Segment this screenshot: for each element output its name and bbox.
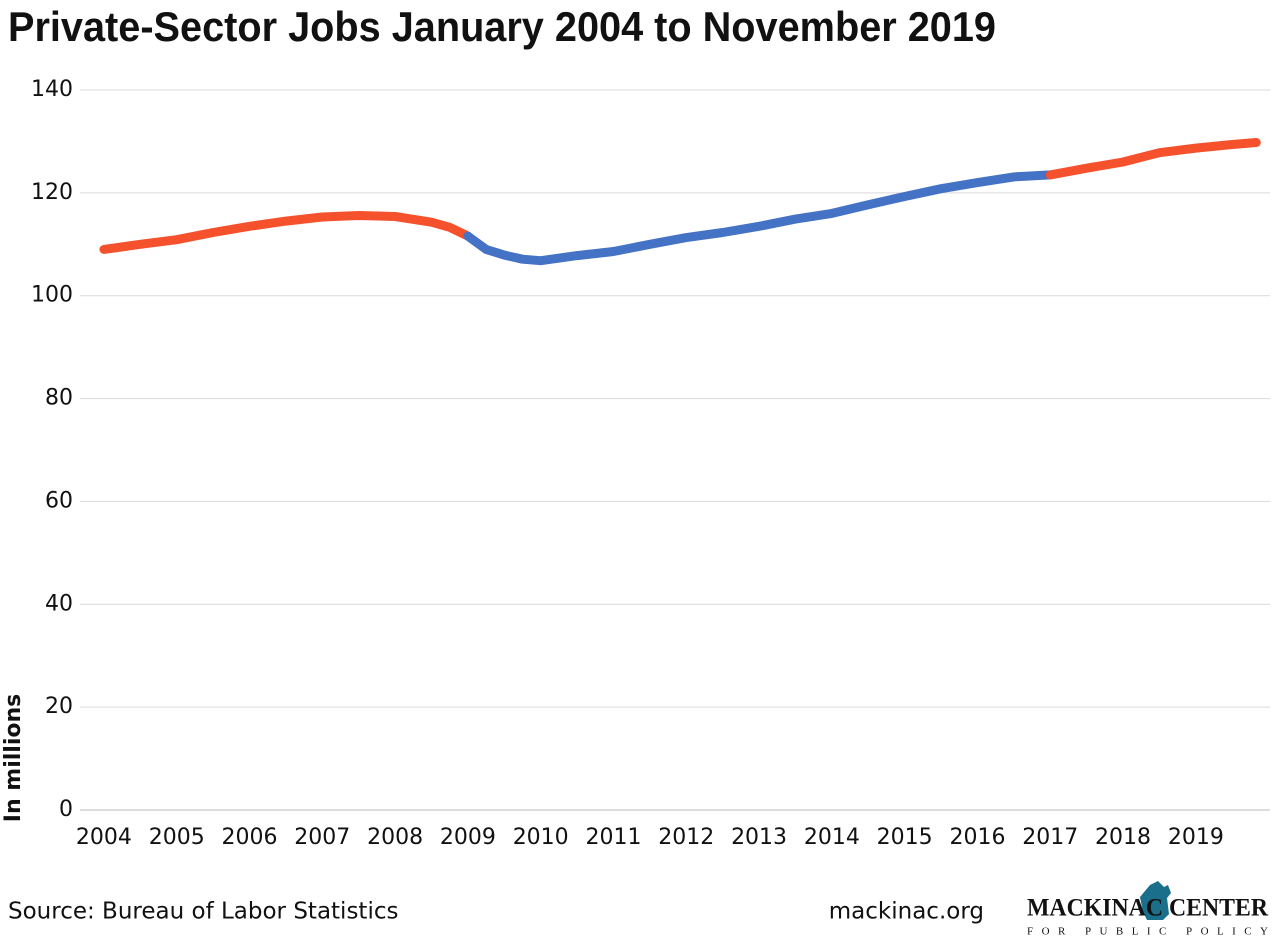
y-tick-label: 80 — [45, 386, 73, 411]
source: Source: Bureau of Labor Statistics — [8, 899, 398, 925]
logo-subtitle: FOR PUBLIC POLICY — [1027, 926, 1268, 938]
x-tick-label: 2015 — [877, 825, 933, 850]
logo-icon — [1140, 881, 1171, 920]
x-tick-label: 2019 — [1168, 825, 1224, 850]
x-tick-label: 2016 — [949, 825, 1005, 850]
x-tick-label: 2009 — [440, 825, 496, 850]
logo-title: MACKINAC CENTER — [1027, 895, 1269, 922]
x-tick-label: 2014 — [804, 825, 860, 850]
line — [463, 170, 1055, 266]
x-tick-label: 2013 — [731, 825, 787, 850]
x-tick-label: 2010 — [513, 825, 569, 850]
x-tick-label: 2012 — [658, 825, 714, 850]
y-tick-label: 140 — [31, 77, 73, 102]
logo: MACKINAC CENTER FOR PUBLIC POLICY — [1027, 881, 1269, 938]
y-tick-label: 60 — [45, 488, 73, 513]
x-tick-label: 2004 — [76, 825, 132, 850]
y-axis-label: In millions — [1, 694, 26, 822]
line — [99, 211, 473, 254]
y-tick-label: 0 — [59, 797, 73, 822]
x-tick-label: 2005 — [149, 825, 205, 850]
y-tick-label: 40 — [45, 591, 73, 616]
line — [1045, 138, 1261, 180]
y-tick-label: 20 — [45, 694, 73, 719]
x-tick-label: 2018 — [1095, 825, 1151, 850]
website: mackinac.org — [829, 899, 984, 925]
y-tick-label: 100 — [31, 283, 73, 308]
x-tick-label: 2007 — [294, 825, 350, 850]
y-tick-label: 120 — [31, 180, 73, 205]
x-tick-label: 2006 — [222, 825, 278, 850]
x-tick-label: 2017 — [1022, 825, 1078, 850]
chart-title: Private-Sector Jobs January 2004 to Nove… — [8, 3, 996, 50]
x-tick-label: 2011 — [585, 825, 641, 850]
x-tick-label: 2008 — [367, 825, 423, 850]
